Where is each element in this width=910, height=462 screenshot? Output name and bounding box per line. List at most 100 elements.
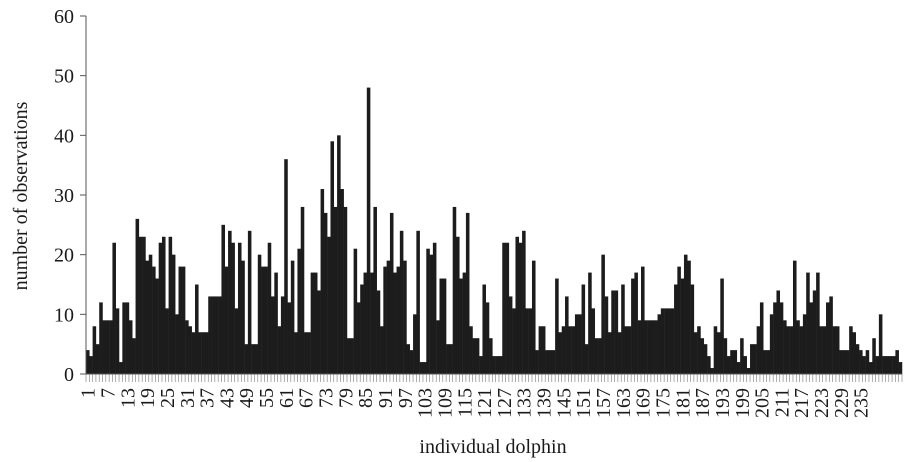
- bar-229: [839, 350, 843, 374]
- bar-52: [254, 344, 259, 374]
- bar-156: [598, 338, 602, 374]
- bar-87: [370, 272, 374, 374]
- bar-169: [641, 266, 645, 374]
- bar-228: [835, 326, 840, 374]
- bar-85: [363, 272, 368, 374]
- bar-27: [171, 254, 176, 374]
- bar-45: [231, 242, 235, 374]
- bar-90: [380, 326, 384, 374]
- bar-222: [816, 272, 820, 374]
- x-tick-label: 73: [316, 388, 338, 408]
- bar-20: [148, 254, 153, 374]
- bar-232: [849, 326, 853, 374]
- bar-63: [290, 260, 295, 374]
- bar-208: [769, 314, 774, 374]
- bar-175: [660, 308, 665, 374]
- x-tick-label: 43: [216, 388, 238, 408]
- bar-181: [680, 278, 685, 374]
- bar-127: [502, 242, 506, 374]
- bar-18: [142, 236, 146, 374]
- bar-216: [796, 320, 800, 374]
- bar-2: [89, 356, 93, 374]
- bar-13: [125, 302, 130, 374]
- bar-194: [723, 338, 728, 374]
- x-tick-label: 223: [811, 388, 833, 418]
- bar-11: [119, 362, 123, 374]
- bar-204: [756, 326, 761, 374]
- bar-131: [515, 236, 520, 374]
- bar-221: [812, 290, 817, 374]
- bar-234: [855, 344, 860, 374]
- bar-158: [604, 296, 609, 374]
- bar-236: [862, 356, 866, 374]
- bar-28: [175, 314, 179, 374]
- bar-93: [389, 212, 394, 374]
- bar-162: [617, 332, 622, 374]
- bar-151: [581, 284, 586, 374]
- bar-105: [429, 254, 434, 374]
- x-tick-label: 229: [831, 388, 853, 418]
- bar-undefined: [882, 356, 886, 374]
- bar-19: [145, 260, 150, 374]
- bar-206: [763, 350, 767, 374]
- bar-71: [317, 290, 321, 374]
- bar-104: [426, 248, 430, 374]
- bar-29: [178, 266, 183, 374]
- bar-134: [525, 308, 529, 374]
- bar-undefined: [885, 356, 890, 374]
- bar-74: [327, 236, 331, 374]
- bar-135: [528, 308, 533, 374]
- bar-226: [829, 296, 833, 374]
- bar-37: [204, 332, 209, 374]
- bar-202: [750, 344, 754, 374]
- bar-133: [522, 230, 526, 374]
- bar-35: [198, 332, 202, 374]
- bar-12: [122, 302, 126, 374]
- bar-159: [607, 332, 612, 374]
- bar-1: [86, 350, 90, 374]
- bar-141: [548, 350, 553, 374]
- bar-102: [419, 362, 424, 374]
- y-tick-label: 20: [54, 245, 74, 267]
- bar-186: [697, 326, 701, 374]
- bar-22: [155, 278, 159, 374]
- x-tick-label: 187: [692, 388, 714, 418]
- bar-230: [842, 350, 847, 374]
- bar-50: [247, 230, 252, 374]
- x-tick-label: 127: [494, 388, 516, 418]
- bar-62: [287, 302, 292, 374]
- bar-95: [396, 266, 401, 374]
- bar-203: [753, 344, 757, 374]
- bar-198: [736, 362, 741, 374]
- y-axis-title: number of observations: [10, 101, 32, 290]
- bar-26: [168, 236, 173, 374]
- bar-167: [634, 272, 638, 374]
- bar-185: [693, 332, 698, 374]
- bar-91: [383, 266, 387, 374]
- bar-140: [545, 350, 549, 374]
- bar-163: [621, 284, 625, 374]
- bar-54: [261, 266, 265, 374]
- bar-130: [512, 308, 516, 374]
- x-tick-label: 7: [97, 388, 119, 398]
- x-tick-label: 85: [355, 388, 377, 408]
- bar-132: [518, 242, 523, 374]
- bar-148: [571, 326, 576, 374]
- bar-9: [112, 242, 116, 374]
- bar-88: [373, 206, 377, 374]
- bar-170: [644, 320, 648, 374]
- bar-96: [399, 230, 404, 374]
- bar-16: [135, 218, 140, 374]
- y-tick-label: 10: [54, 304, 74, 326]
- bar-122: [485, 302, 490, 374]
- bar-24: [161, 236, 166, 374]
- x-tick-label: 67: [296, 388, 318, 408]
- bar-17: [138, 236, 143, 374]
- bar-42: [221, 224, 225, 374]
- bar-98: [406, 344, 410, 374]
- x-tick-label: 193: [712, 388, 734, 418]
- bar-189: [707, 356, 711, 374]
- bar-191: [713, 326, 718, 374]
- bar-78: [340, 189, 344, 374]
- bar-8: [109, 320, 113, 374]
